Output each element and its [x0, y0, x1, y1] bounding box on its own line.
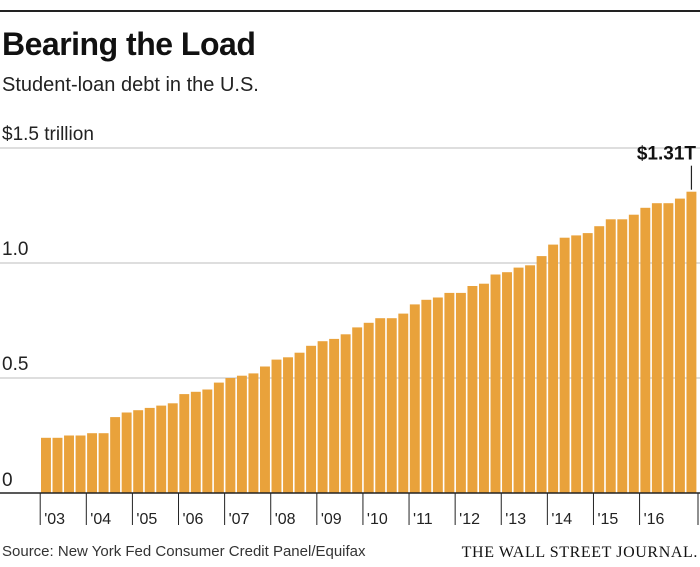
y-tick-label: $1.5 trillion	[2, 124, 94, 145]
bar	[190, 391, 201, 493]
bar	[548, 244, 559, 493]
x-tick-label: '08	[275, 511, 296, 528]
bar	[513, 267, 524, 493]
bar	[306, 345, 317, 493]
bar	[167, 403, 178, 493]
bar	[248, 373, 259, 493]
bar	[594, 226, 605, 493]
bar	[144, 407, 155, 493]
x-tick-label: '11	[413, 511, 433, 528]
bar	[663, 203, 674, 493]
bar	[294, 352, 305, 493]
bar	[225, 378, 236, 493]
bar	[398, 313, 409, 493]
x-tick-label: '10	[367, 511, 388, 528]
bar	[617, 219, 628, 494]
bar	[41, 437, 51, 493]
bar	[386, 318, 397, 493]
source-note: Source: New York Fed Consumer Credit Pan…	[2, 543, 366, 560]
bar	[674, 198, 685, 493]
top-rule	[0, 10, 700, 12]
x-tick-label: '03	[44, 511, 65, 528]
x-tick-label: '14	[551, 511, 572, 528]
bar	[536, 256, 547, 493]
annotation-label: $1.31T	[637, 144, 697, 165]
bar	[317, 341, 328, 493]
bar	[571, 235, 582, 493]
bar	[179, 394, 190, 493]
publisher-logo: THE WALL STREET JOURNAL.	[461, 544, 698, 561]
bar	[52, 437, 63, 493]
y-tick-label: 0.5	[2, 354, 28, 375]
bar	[640, 207, 651, 494]
bar	[363, 322, 374, 493]
x-tick-label: '15	[597, 511, 618, 528]
bar	[271, 359, 282, 493]
x-tick-label: '16	[644, 511, 665, 528]
x-axis	[0, 492, 700, 525]
x-tick-label: '09	[321, 511, 342, 528]
bar	[490, 274, 501, 493]
labels: 0 0.5 1.0 $1.5 trillion '03 '04 '05 '06 '07 '08 '0…	[2, 124, 696, 528]
bar	[582, 233, 593, 493]
bar	[479, 283, 489, 493]
bar	[260, 366, 270, 493]
bar	[559, 237, 570, 493]
bar	[455, 292, 466, 493]
bar	[202, 389, 213, 493]
bar	[686, 191, 697, 493]
bar	[133, 410, 144, 493]
bar	[502, 272, 512, 493]
x-tick-label: '12	[459, 511, 480, 528]
bar	[110, 417, 121, 493]
x-tick-label: '05	[136, 511, 157, 528]
bar	[98, 433, 109, 493]
x-tick-label: '07	[229, 511, 250, 528]
bar	[525, 265, 536, 493]
bar	[605, 219, 616, 494]
bar	[64, 435, 74, 493]
chart-subtitle: Student-loan debt in the U.S.	[2, 74, 259, 96]
bar	[444, 292, 455, 493]
bar	[467, 286, 478, 493]
bar	[432, 297, 443, 493]
x-tick-label: '13	[505, 511, 526, 528]
bar	[421, 299, 432, 493]
bar	[329, 338, 340, 493]
bar	[628, 214, 639, 493]
bar	[75, 435, 86, 493]
bar	[87, 433, 98, 493]
bar	[340, 334, 351, 493]
bar	[375, 318, 386, 493]
x-tick-label: '06	[183, 511, 204, 528]
chart-title: Bearing the Load	[2, 26, 256, 62]
bars	[41, 191, 697, 494]
bar	[156, 405, 167, 493]
y-tick-label: 1.0	[2, 239, 28, 260]
y-tick-label: 0	[2, 470, 13, 491]
x-tick-label: '04	[90, 511, 111, 528]
bar	[352, 327, 363, 493]
bar	[121, 412, 132, 493]
bar	[213, 382, 224, 493]
bar	[409, 304, 420, 493]
bar	[236, 375, 247, 493]
bar	[283, 357, 293, 493]
bar	[651, 203, 662, 493]
